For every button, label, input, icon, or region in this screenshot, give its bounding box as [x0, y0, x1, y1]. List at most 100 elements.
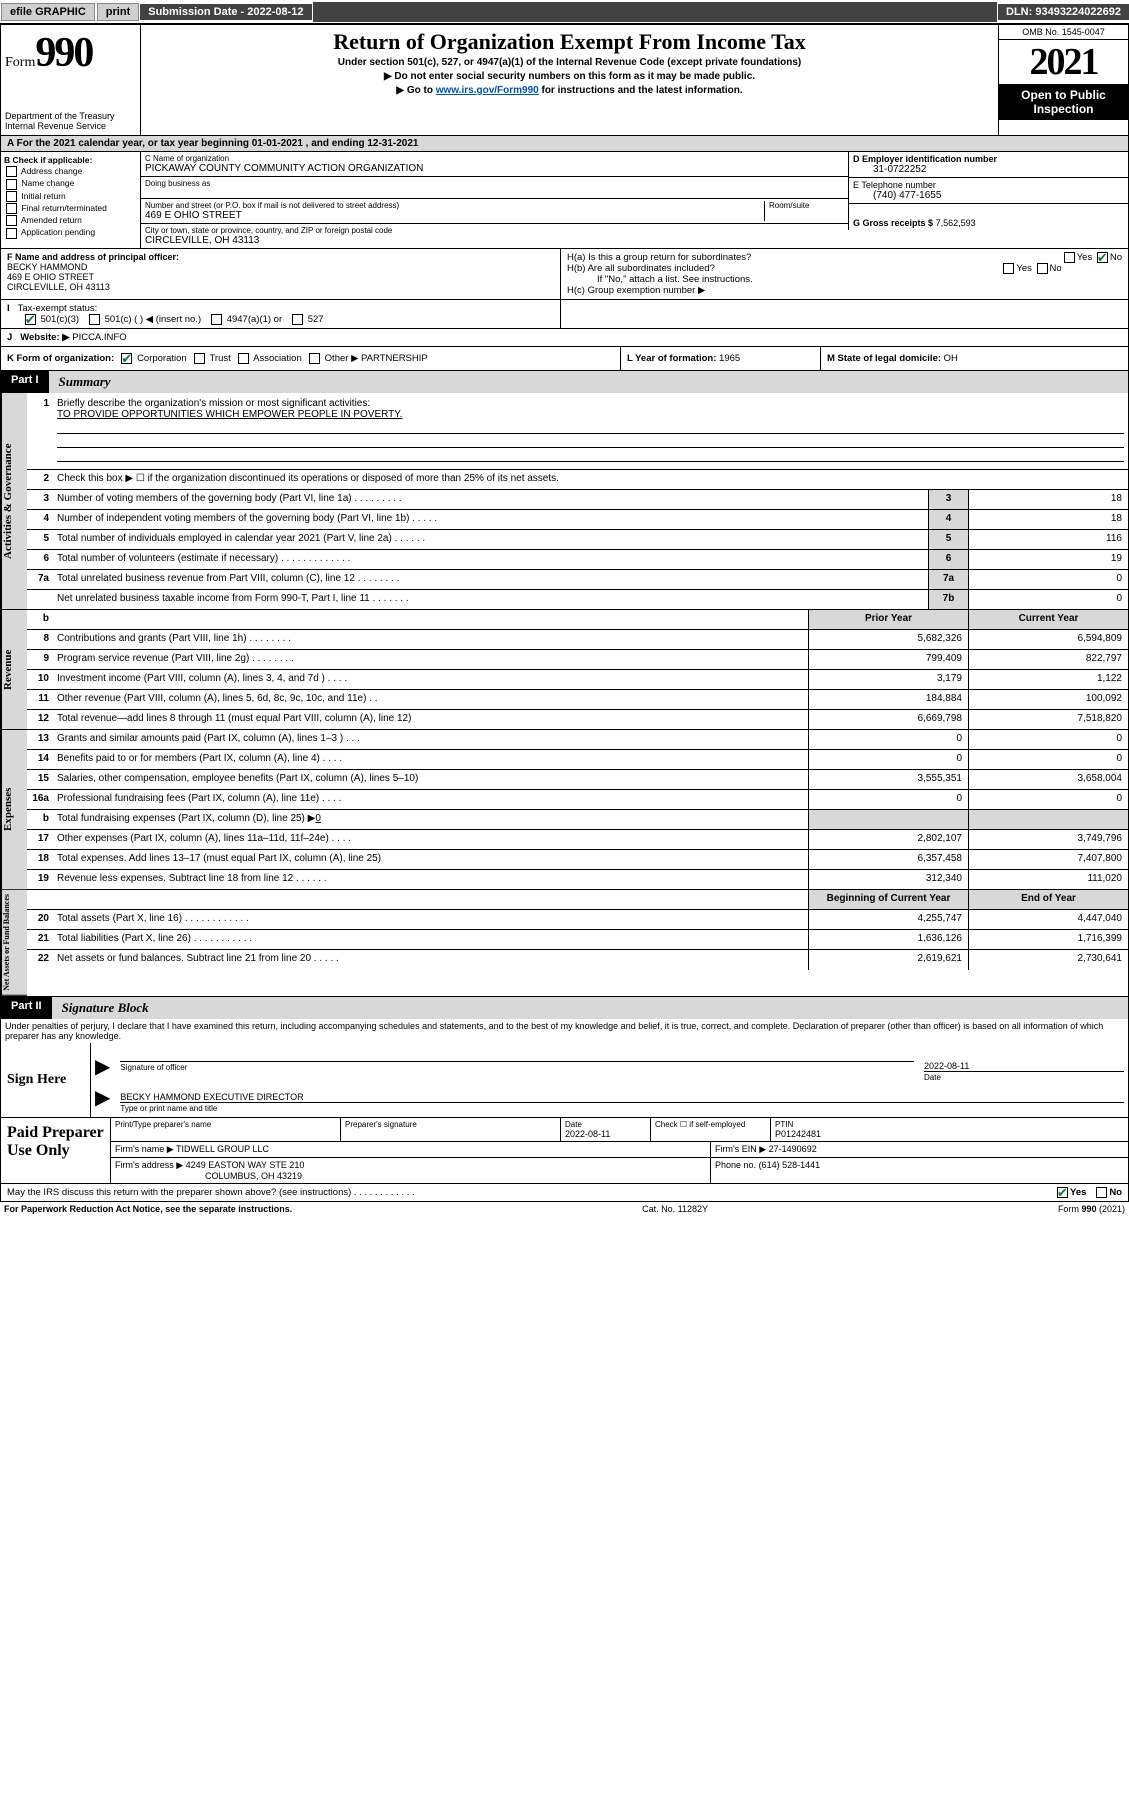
chk-name-change[interactable] — [6, 179, 17, 190]
v7b: 0 — [968, 590, 1128, 609]
sig-date-value: 2022-08-11 — [924, 1061, 1124, 1071]
city-state-zip: CIRCLEVILLE, OH 43113 — [145, 235, 844, 246]
l8: Contributions and grants (Part VIII, lin… — [53, 630, 808, 649]
paid-preparer-label: Paid Preparer Use Only — [1, 1118, 111, 1183]
room-suite-label: Room/suite — [769, 201, 844, 210]
phone-label: E Telephone number — [853, 180, 1124, 190]
l3: Number of voting members of the governin… — [53, 490, 928, 509]
chk-ha-no[interactable] — [1097, 252, 1108, 263]
p19: 312,340 — [808, 870, 968, 889]
chk-amended-return[interactable] — [6, 215, 17, 226]
p14: 0 — [808, 750, 968, 769]
chk-hb-yes[interactable] — [1003, 263, 1014, 274]
print-button[interactable]: print — [97, 3, 139, 21]
officer-label: F Name and address of principal officer: — [7, 252, 554, 262]
hdr-end-year: End of Year — [968, 890, 1128, 909]
dba-label: Doing business as — [145, 179, 844, 188]
submission-date: Submission Date - 2022-08-12 — [140, 4, 311, 20]
chk-527[interactable] — [292, 314, 303, 325]
efile-button[interactable]: efile GRAPHIC — [1, 3, 95, 21]
footer-right: Form 990 (2021) — [1058, 1204, 1125, 1214]
p20: 4,255,747 — [808, 910, 968, 929]
ein-label: D Employer identification number — [853, 154, 1124, 164]
chk-final-return[interactable] — [6, 203, 17, 214]
state-domicile: OH — [944, 353, 958, 364]
chk-may-discuss-yes[interactable] — [1057, 1187, 1068, 1198]
chk-other[interactable] — [309, 353, 320, 364]
p22: 2,619,621 — [808, 950, 968, 970]
c11: 100,092 — [968, 690, 1128, 709]
officer-addr2: CIRCLEVILLE, OH 43113 — [7, 282, 554, 292]
firm-addr-label: Firm's address ▶ — [115, 1160, 183, 1170]
chk-hb-no[interactable] — [1037, 263, 1048, 274]
chk-address-change[interactable] — [6, 166, 17, 177]
irs-link[interactable]: www.irs.gov/Form990 — [436, 85, 539, 96]
firm-name-label: Firm's name ▶ — [115, 1144, 174, 1154]
p9: 799,409 — [808, 650, 968, 669]
l4: Number of independent voting members of … — [53, 510, 928, 529]
dln: DLN: 93493224022692 — [998, 4, 1129, 20]
firm-ein: 27-1490692 — [769, 1144, 817, 1154]
p13: 0 — [808, 730, 968, 749]
officer-name: BECKY HAMMOND — [7, 262, 554, 272]
part-1-header: Part I Summary — [0, 371, 1129, 393]
gross-receipts-value: 7,562,593 — [936, 218, 976, 228]
l10: Investment income (Part VIII, column (A)… — [53, 670, 808, 689]
self-employed-check: Check ☐ if self-employed — [655, 1120, 766, 1129]
p21: 1,636,126 — [808, 930, 968, 949]
l17: Other expenses (Part IX, column (A), lin… — [53, 830, 808, 849]
chk-application-pending[interactable] — [6, 228, 17, 239]
p16a: 0 — [808, 790, 968, 809]
gross-receipts-label: G Gross receipts $ — [853, 218, 933, 228]
l22: Net assets or fund balances. Subtract li… — [53, 950, 808, 970]
website-value: PICCA.INFO — [72, 332, 126, 343]
form-subtitle-1: Under section 501(c), 527, or 4947(a)(1)… — [149, 57, 990, 68]
ein-value: 31-0722252 — [853, 164, 1124, 175]
c21: 1,716,399 — [968, 930, 1128, 949]
chk-association[interactable] — [238, 353, 249, 364]
chk-may-discuss-no[interactable] — [1096, 1187, 1107, 1198]
p12: 6,669,798 — [808, 710, 968, 729]
l7b: Net unrelated business taxable income fr… — [53, 590, 928, 609]
year-formation: 1965 — [719, 353, 740, 364]
hdr-current-year: Current Year — [968, 610, 1128, 629]
c18: 7,407,800 — [968, 850, 1128, 869]
chk-corporation[interactable] — [121, 353, 132, 364]
footer-left: For Paperwork Reduction Act Notice, see … — [4, 1204, 292, 1214]
c22: 2,730,641 — [968, 950, 1128, 970]
v4: 18 — [968, 510, 1128, 529]
other-org-value: PARTNERSHIP — [361, 353, 428, 364]
p17: 2,802,107 — [808, 830, 968, 849]
firm-phone-label: Phone no. — [715, 1160, 756, 1170]
c14: 0 — [968, 750, 1128, 769]
preparer-date-label: Date — [565, 1120, 646, 1129]
sig-officer-label: Signature of officer — [120, 1061, 914, 1072]
city-label: City or town, state or province, country… — [145, 226, 844, 235]
c15: 3,658,004 — [968, 770, 1128, 789]
c8: 6,594,809 — [968, 630, 1128, 649]
open-public-badge: Open to Public Inspection — [999, 84, 1128, 120]
chk-4947a1[interactable] — [211, 314, 222, 325]
form-header: Form990 Department of the Treasury Inter… — [0, 24, 1129, 136]
preparer-sig-label: Preparer's signature — [345, 1120, 556, 1129]
c20: 4,447,040 — [968, 910, 1128, 929]
l1-label: Briefly describe the organization's miss… — [57, 398, 370, 409]
firm-addr1: 4249 EASTON WAY STE 210 — [186, 1160, 305, 1170]
l2: Check this box ▶ ☐ if the organization d… — [53, 470, 1128, 489]
chk-initial-return[interactable] — [6, 191, 17, 202]
chk-501c[interactable] — [89, 314, 100, 325]
vtab-expenses: Expenses — [1, 730, 27, 890]
preparer-date: 2022-08-11 — [565, 1129, 646, 1139]
vtab-net-assets: Net Assets or Fund Balances — [1, 890, 27, 996]
ptin-label: PTIN — [775, 1120, 1124, 1129]
l13: Grants and similar amounts paid (Part IX… — [53, 730, 808, 749]
line-a-tax-year: A For the 2021 calendar year, or tax yea… — [0, 136, 1129, 152]
form-subtitle-3: ▶ Go to www.irs.gov/Form990 for instruct… — [149, 85, 990, 96]
chk-501c3[interactable] — [25, 314, 36, 325]
h-b-subordinates: H(b) Are all subordinates included? Yes … — [567, 263, 1122, 274]
chk-ha-yes[interactable] — [1064, 252, 1075, 263]
preparer-name-label: Print/Type preparer's name — [115, 1120, 336, 1129]
chk-trust[interactable] — [194, 353, 205, 364]
l1-mission: TO PROVIDE OPPORTUNITIES WHICH EMPOWER P… — [57, 409, 402, 420]
h-c-exemption: H(c) Group exemption number ▶ — [567, 285, 1122, 296]
